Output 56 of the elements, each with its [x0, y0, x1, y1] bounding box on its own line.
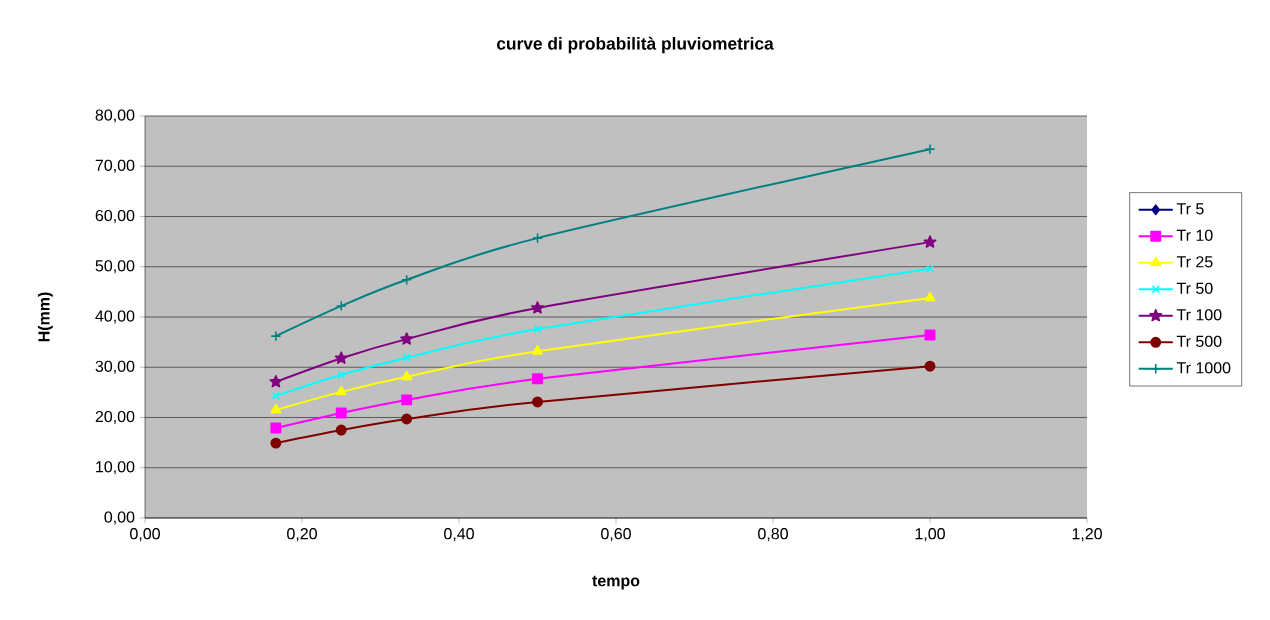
point [400, 332, 414, 345]
x-axis-title: tempo [592, 575, 640, 590]
point [532, 345, 543, 355]
y-tick-label: 0,00 [104, 511, 135, 525]
point [924, 360, 936, 372]
point [924, 143, 936, 155]
legend-label: Tr 50 [1176, 282, 1213, 294]
x-tick-label: 1,00 [915, 528, 945, 542]
y-tick-label: 70,00 [95, 159, 135, 173]
y-tick-label: 10,00 [96, 461, 135, 475]
x-tick-label: 1,20 [1072, 528, 1102, 542]
point [270, 403, 282, 414]
point [335, 424, 347, 436]
y-tick-label: 40,00 [95, 310, 135, 324]
point [271, 391, 280, 400]
x-tick-label: 0,20 [287, 528, 317, 542]
y-tick-label: 20,00 [95, 410, 135, 425]
chart-title: curve di probabilità pluviometrica [496, 36, 774, 54]
x-tick-label: 0,00 [130, 528, 160, 542]
point [532, 232, 543, 244]
point [335, 385, 347, 396]
point [532, 373, 543, 385]
legend-label: Tr 500 [1176, 335, 1222, 347]
x-tick-label: 0,40 [444, 528, 474, 542]
legend-label: Tr 1000 [1176, 362, 1231, 374]
legend-label: Tr 25 [1176, 256, 1213, 268]
point [335, 300, 347, 312]
point [533, 324, 542, 334]
point [335, 407, 347, 419]
point [532, 396, 543, 408]
point [401, 394, 413, 406]
y-tick-label: 50,00 [95, 260, 135, 274]
y-tick-label: 60,00 [95, 209, 135, 224]
point [925, 264, 935, 273]
point [401, 413, 413, 425]
point [924, 291, 936, 302]
point [402, 353, 411, 362]
point [270, 422, 282, 434]
point [401, 370, 413, 381]
legend-label: Tr 100 [1176, 309, 1222, 321]
legend-label: Tr 10 [1176, 229, 1213, 241]
point [401, 274, 413, 286]
point [269, 375, 283, 388]
y-axis-title: H(mm) [37, 292, 53, 342]
point [270, 330, 282, 342]
point [923, 235, 937, 248]
point [531, 301, 545, 314]
point [270, 437, 282, 449]
y-tick-label: 80,00 [95, 109, 135, 123]
x-tick-label: 0,60 [601, 528, 631, 542]
legend-label: Tr 5 [1176, 203, 1204, 215]
x-tick-label: 0,80 [758, 528, 788, 542]
y-tick-label: 30,00 [95, 360, 135, 374]
point [334, 351, 348, 364]
point [337, 370, 346, 379]
point [924, 329, 936, 341]
